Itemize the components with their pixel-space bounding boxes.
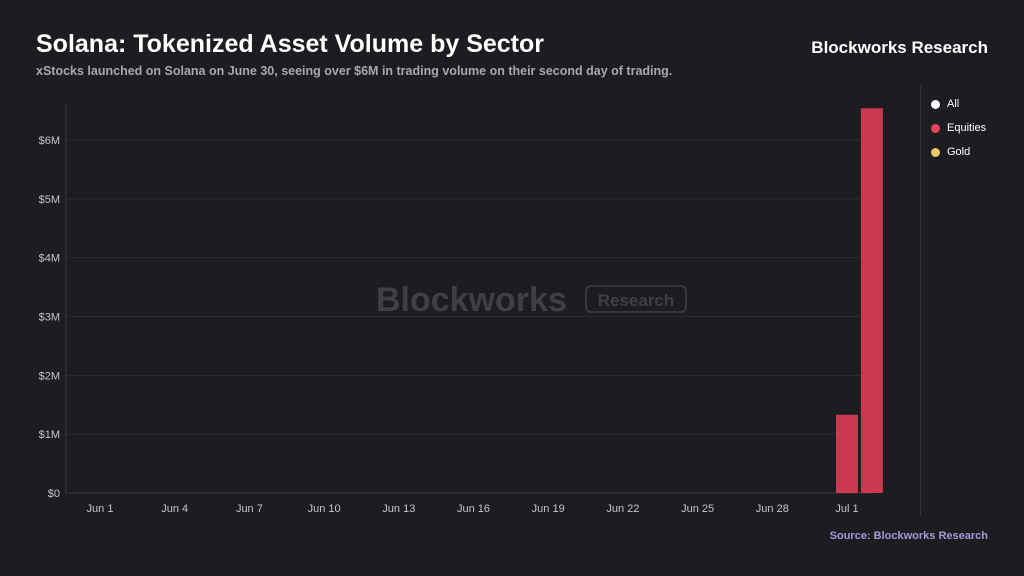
legend-dot-icon xyxy=(931,99,940,109)
bar-equities-2025-06-30[interactable] xyxy=(836,414,858,493)
legend-label: Equities xyxy=(947,122,987,134)
y-tick-label: $2M xyxy=(39,370,60,382)
x-tick-label: Jun 22 xyxy=(606,503,639,515)
x-tick-label: Jun 28 xyxy=(756,503,789,515)
x-axis: Jun 1 Jun 4 Jun 7 Jun 10 Jun 13 Jun 16 Jun 19 J… xyxy=(87,503,859,515)
legend-item-all[interactable]: All xyxy=(931,92,986,116)
legend-label: All xyxy=(947,98,960,110)
x-tick-label: Jun 7 xyxy=(236,503,263,515)
x-tick-label: Jun 13 xyxy=(382,503,415,515)
chart-title: Solana: Tokenized Asset Volume by Sector xyxy=(36,30,544,58)
legend-dot-icon xyxy=(931,123,940,133)
legend-item-gold[interactable]: Gold xyxy=(931,140,986,164)
x-tick-label: Jun 1 xyxy=(87,503,114,515)
y-tick-label: $5M xyxy=(39,194,60,206)
watermark-badge-frame xyxy=(585,285,687,313)
y-tick-label: $0 xyxy=(48,488,60,500)
y-tick-label: $4M xyxy=(39,253,60,265)
x-tick-label: Jun 16 xyxy=(457,503,490,515)
x-tick-label: Jun 4 xyxy=(161,503,188,515)
watermark-badge: Research xyxy=(598,291,675,310)
bar-equities-2025-07-01[interactable] xyxy=(860,108,883,493)
legend: All Equities Gold xyxy=(931,92,986,164)
chart-subtitle: xStocks launched on Solana on June 30, s… xyxy=(36,64,673,78)
legend-dot-icon xyxy=(931,147,940,157)
legend-divider xyxy=(920,86,921,516)
bars xyxy=(836,108,883,493)
source-note: Source: Blockworks Research xyxy=(829,530,988,542)
y-tick-label: $1M xyxy=(39,429,60,441)
x-tick-label: Jun 25 xyxy=(681,503,714,515)
y-axis: $0 $1M $2M $3M $4M $5M $6M xyxy=(39,105,67,500)
x-tick-label: Jun 19 xyxy=(532,503,565,515)
y-tick-label: $3M xyxy=(39,312,60,324)
x-tick-label: Jul 1 xyxy=(835,503,858,515)
legend-label: Gold xyxy=(947,146,971,158)
gridlines xyxy=(66,139,872,494)
x-tick-label: Jun 10 xyxy=(308,503,341,515)
watermark: Blockworks Research xyxy=(376,281,687,319)
watermark-logo: Blockworks xyxy=(376,281,567,319)
brand-logo-text: Blockworks Research xyxy=(811,38,988,57)
legend-item-equities[interactable]: Equities xyxy=(931,116,986,140)
y-tick-label: $6M xyxy=(39,135,60,147)
